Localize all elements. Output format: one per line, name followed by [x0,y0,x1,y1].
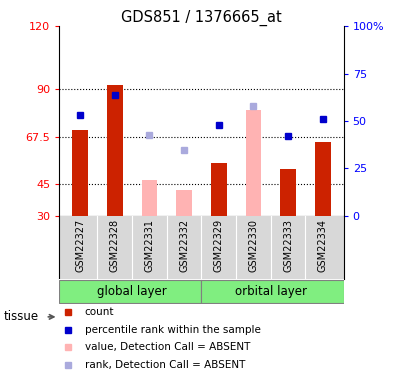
Bar [72,130,88,216]
Text: orbital layer: orbital layer [235,285,307,298]
Text: GSM22329: GSM22329 [214,219,224,272]
Bar [176,190,192,216]
Bar [201,280,344,303]
Text: GSM22333: GSM22333 [283,219,293,272]
Text: value, Detection Call = ABSENT: value, Detection Call = ABSENT [85,342,250,352]
Bar [246,110,261,216]
Text: global layer: global layer [97,285,167,298]
Bar [142,180,157,216]
Bar [59,280,201,303]
Text: count: count [85,307,114,317]
Text: GSM22330: GSM22330 [248,219,258,272]
Bar [315,142,331,216]
Text: GSM22327: GSM22327 [75,219,85,272]
Text: GSM22334: GSM22334 [318,219,328,272]
Bar [280,169,296,216]
Text: GSM22331: GSM22331 [145,219,154,272]
Text: rank, Detection Call = ABSENT: rank, Detection Call = ABSENT [85,360,245,369]
Text: tissue: tissue [4,310,39,323]
Bar [211,163,227,216]
Title: GDS851 / 1376665_at: GDS851 / 1376665_at [121,10,282,26]
Text: percentile rank within the sample: percentile rank within the sample [85,324,261,334]
Text: GSM22332: GSM22332 [179,219,189,272]
Text: GSM22328: GSM22328 [110,219,120,272]
Bar [107,85,122,216]
